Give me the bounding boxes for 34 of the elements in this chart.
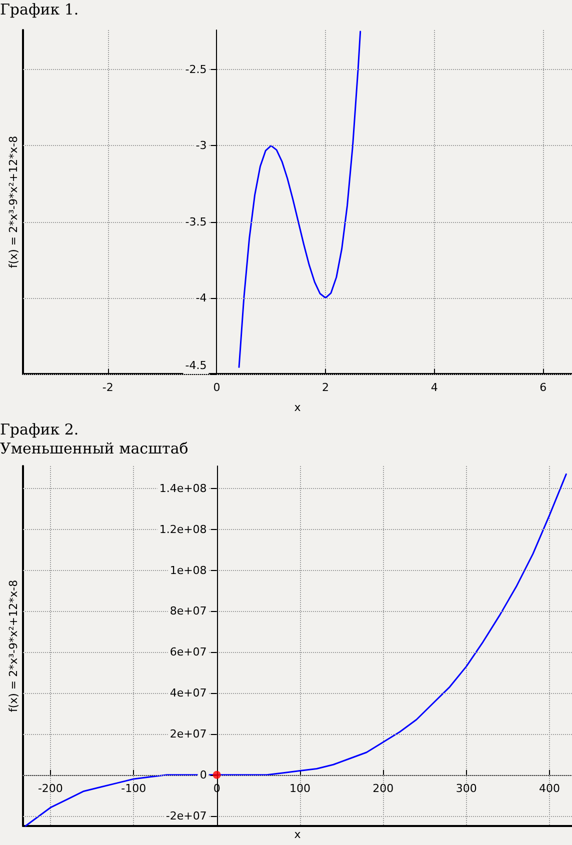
x-tick-label: -200 bbox=[38, 782, 63, 795]
y-tick-label: 2e+07 bbox=[170, 727, 207, 740]
y-tick-label: -3.5 bbox=[185, 215, 207, 228]
chart-subtitle: Уменьшенный масштаб bbox=[0, 440, 188, 458]
x-axis-title: x bbox=[294, 828, 302, 841]
y-tick-label: -4.5 bbox=[185, 359, 207, 372]
line-series bbox=[238, 30, 362, 368]
x-tick-label: 4 bbox=[430, 381, 438, 394]
y-tick-label: 6e+07 bbox=[170, 646, 207, 659]
y-tick-label: 1e+08 bbox=[170, 564, 207, 577]
y-axis-title: f(x) = 2*x³-9*x²+12*x-8 bbox=[7, 580, 20, 712]
x-tick-label: 200 bbox=[372, 782, 394, 795]
y-tick-label: 0 bbox=[200, 768, 207, 782]
x-tick-label: 400 bbox=[539, 782, 560, 795]
x-tick-label: 300 bbox=[456, 782, 477, 795]
x-tick-label: -2 bbox=[102, 381, 114, 394]
y-tick-label: 8e+07 bbox=[170, 604, 207, 618]
x-axis-title: x bbox=[294, 401, 302, 414]
y-tick-label: 4e+07 bbox=[170, 686, 207, 700]
y-tick-label: 1.4e+08 bbox=[159, 482, 207, 495]
x-tick-label: -100 bbox=[121, 782, 146, 795]
y-axis-title: f(x) = 2*x³-9*x²+12*x-8 bbox=[7, 136, 20, 268]
y-tick-label: 1.2e+08 bbox=[159, 522, 207, 536]
y-tick-label: -2.5 bbox=[185, 63, 207, 76]
x-tick-label: 2 bbox=[322, 381, 330, 394]
chart-title: График 2. bbox=[0, 420, 79, 438]
chart-title: График 1. bbox=[0, 0, 79, 18]
line-series bbox=[24, 473, 567, 827]
y-tick-label: -2e+07 bbox=[166, 809, 207, 822]
x-tick-label: 0 bbox=[213, 381, 220, 394]
y-tick-label: -4 bbox=[196, 291, 207, 304]
x-tick-label: 100 bbox=[289, 782, 310, 795]
x-tick-label: 6 bbox=[540, 381, 547, 394]
y-tick-label: -3 bbox=[196, 139, 207, 152]
